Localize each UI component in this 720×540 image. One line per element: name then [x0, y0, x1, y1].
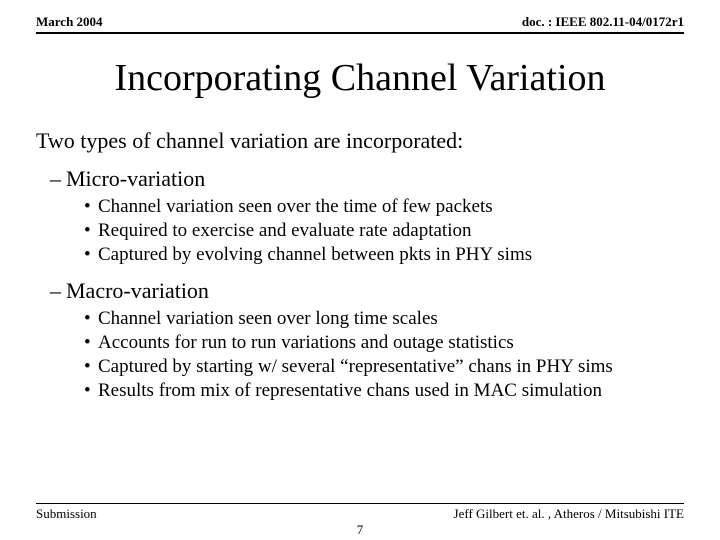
list-item: •Required to exercise and evaluate rate … — [36, 220, 684, 242]
section-macro-label: Macro-variation — [66, 278, 209, 303]
list-item: •Channel variation seen over long time s… — [36, 308, 684, 330]
list-item-text: Accounts for run to run variations and o… — [98, 332, 514, 353]
footer-row: Submission Jeff Gilbert et. al. , Athero… — [36, 506, 684, 522]
intro-text: Two types of channel variation are incor… — [36, 128, 684, 154]
footer: Submission Jeff Gilbert et. al. , Athero… — [36, 503, 684, 522]
bullet-icon: • — [84, 356, 98, 378]
list-item-text: Captured by evolving channel between pkt… — [98, 244, 532, 265]
macro-block: –Macro-variation •Channel variation seen… — [36, 278, 684, 402]
bullet-icon: • — [84, 332, 98, 354]
list-item-text: Required to exercise and evaluate rate a… — [98, 220, 472, 241]
slide: March 2004 doc. : IEEE 802.11-04/0172r1 … — [0, 0, 720, 540]
footer-page-number: 7 — [36, 522, 684, 538]
list-item-text: Results from mix of representative chans… — [98, 380, 602, 401]
list-item-text: Captured by starting w/ several “represe… — [98, 356, 613, 377]
header-row: March 2004 doc. : IEEE 802.11-04/0172r1 — [36, 14, 684, 30]
footer-left: Submission — [36, 506, 97, 522]
section-micro-label: Micro-variation — [66, 166, 205, 191]
footer-rule — [36, 503, 684, 504]
bullet-icon: • — [84, 244, 98, 266]
bullet-icon: • — [84, 196, 98, 218]
list-item-text: Channel variation seen over the time of … — [98, 196, 493, 217]
bullet-icon: • — [84, 308, 98, 330]
footer-right: Jeff Gilbert et. al. , Atheros / Mitsubi… — [454, 506, 684, 522]
header-right: doc. : IEEE 802.11-04/0172r1 — [522, 14, 684, 30]
list-item: •Captured by starting w/ several “repres… — [36, 356, 684, 378]
bullet-icon: • — [84, 220, 98, 242]
list-item: •Channel variation seen over the time of… — [36, 196, 684, 218]
header-left: March 2004 — [36, 14, 103, 30]
dash-icon: – — [50, 278, 66, 304]
section-micro: –Micro-variation — [36, 166, 684, 192]
list-item: •Captured by evolving channel between pk… — [36, 244, 684, 266]
list-item: •Accounts for run to run variations and … — [36, 332, 684, 354]
page-title: Incorporating Channel Variation — [36, 56, 684, 100]
header-rule — [36, 32, 684, 34]
bullet-icon: • — [84, 380, 98, 402]
list-item: •Results from mix of representative chan… — [36, 380, 684, 402]
section-macro: –Macro-variation — [36, 278, 684, 304]
dash-icon: – — [50, 166, 66, 192]
list-item-text: Channel variation seen over long time sc… — [98, 308, 438, 329]
